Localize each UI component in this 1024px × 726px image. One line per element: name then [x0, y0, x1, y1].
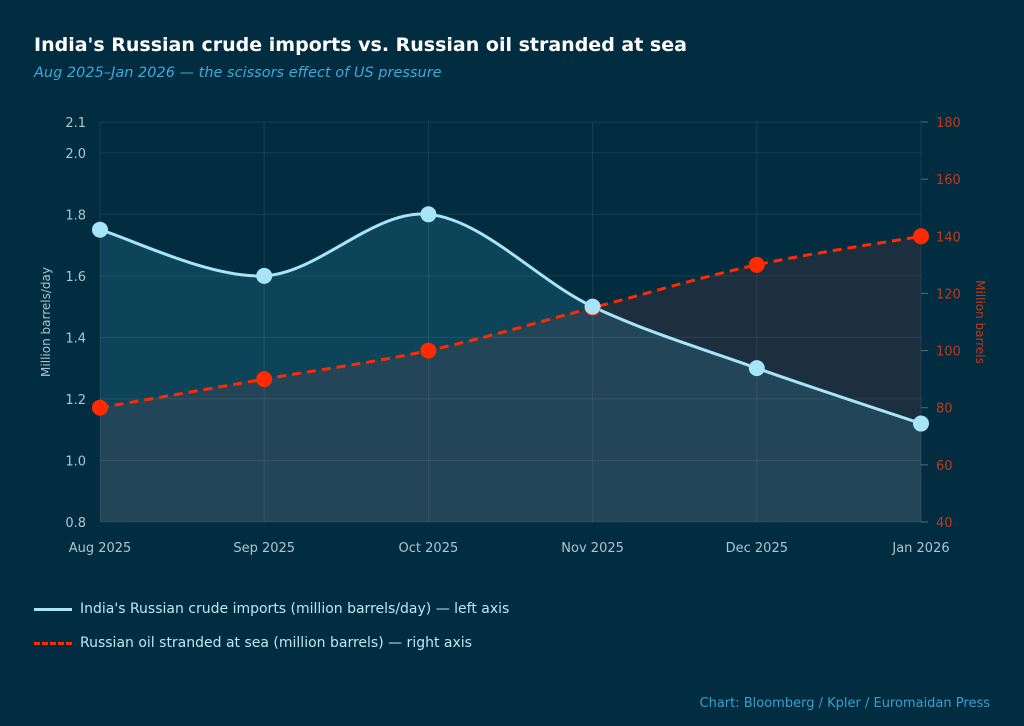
legend-label: Russian oil stranded at sea (million bar… [80, 635, 472, 651]
legend-swatch-dashed [34, 641, 72, 645]
area-fill-imports [100, 214, 921, 523]
right-tick-label: 100 [936, 345, 961, 360]
series-line-stranded [99, 234, 922, 410]
x-tick-label: Jan 2026 [891, 541, 949, 556]
data-point-stranded [913, 228, 929, 245]
left-tick-label: 1.0 [65, 454, 86, 469]
x-tick-label: Oct 2025 [399, 541, 459, 556]
left-tick-label: 2.1 [65, 116, 86, 131]
left-tick-label: 1.4 [65, 331, 86, 346]
data-point-imports [92, 221, 108, 238]
left-tick-label: 2.0 [65, 147, 86, 162]
data-point-stranded [92, 399, 108, 416]
legend-swatch-solid [34, 607, 72, 611]
right-tick-label: 160 [936, 173, 961, 188]
data-point-stranded [420, 342, 437, 359]
x-tick-label: Dec 2025 [726, 541, 788, 556]
right-tick-label: 180 [936, 116, 961, 131]
right-tick-label: 40 [936, 516, 953, 531]
data-point-imports [913, 415, 929, 432]
data-point-imports [256, 267, 273, 284]
area-fill-stranded [100, 236, 921, 523]
data-point-imports [584, 298, 601, 315]
x-tick-label: Aug 2025 [69, 541, 132, 556]
data-point-imports [420, 206, 437, 223]
data-point-stranded [748, 256, 765, 273]
left-tick-label: 1.8 [65, 208, 86, 223]
x-tick-label: Sep 2025 [233, 541, 295, 556]
legend-item-imports: India's Russian crude imports (million b… [34, 601, 509, 617]
right-tick-label: 120 [936, 287, 961, 302]
x-tick-label: Nov 2025 [561, 541, 624, 556]
left-tick-label: 1.6 [65, 270, 86, 285]
right-tick-label: 80 [936, 402, 953, 417]
left-axis-label: Million barrels/day [39, 267, 53, 377]
right-tick-label: 60 [936, 459, 953, 474]
data-point-imports [748, 360, 765, 377]
chart-title: India's Russian crude imports vs. Russia… [34, 34, 687, 56]
legend-item-stranded: Russian oil stranded at sea (million bar… [34, 635, 472, 651]
right-tick-label: 140 [936, 230, 961, 245]
series-line-imports [99, 212, 922, 425]
right-axis-label: Million barrels [973, 280, 987, 364]
left-tick-label: 1.2 [65, 393, 86, 408]
data-point-stranded [256, 371, 273, 388]
legend-label: India's Russian crude imports (million b… [80, 601, 510, 617]
source-note: Chart: Bloomberg / Kpler / Euromaidan Pr… [699, 696, 991, 711]
left-tick-label: 0.8 [65, 516, 86, 531]
chart-subtitle: Aug 2025–Jan 2026 — the scissors effect … [34, 65, 442, 81]
